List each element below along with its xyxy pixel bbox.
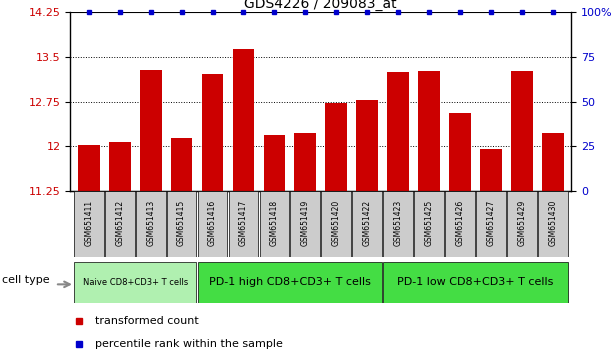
Bar — [383, 191, 413, 257]
Bar — [480, 149, 502, 191]
Text: Naive CD8+CD3+ T cells: Naive CD8+CD3+ T cells — [82, 278, 188, 287]
Bar — [171, 137, 192, 191]
Text: GSM651426: GSM651426 — [455, 199, 464, 246]
Text: GSM651423: GSM651423 — [393, 199, 403, 246]
Bar — [105, 191, 134, 257]
Bar — [202, 74, 224, 191]
Text: PD-1 high CD8+CD3+ T cells: PD-1 high CD8+CD3+ T cells — [209, 277, 371, 287]
Bar — [263, 135, 285, 191]
Bar — [542, 133, 563, 191]
Bar — [418, 72, 440, 191]
Text: GSM651430: GSM651430 — [548, 199, 557, 246]
Bar — [383, 262, 568, 303]
Bar — [198, 191, 227, 257]
Bar — [74, 262, 197, 303]
Bar — [326, 103, 347, 191]
Bar — [229, 191, 258, 257]
Bar — [109, 142, 131, 191]
Text: GSM651415: GSM651415 — [177, 199, 186, 246]
Bar — [136, 191, 166, 257]
Text: GSM651427: GSM651427 — [486, 199, 496, 246]
Bar — [233, 49, 254, 191]
Bar — [321, 191, 351, 257]
Text: GSM651417: GSM651417 — [239, 199, 248, 246]
Text: PD-1 low CD8+CD3+ T cells: PD-1 low CD8+CD3+ T cells — [397, 277, 554, 287]
Title: GDS4226 / 209083_at: GDS4226 / 209083_at — [244, 0, 397, 11]
Bar — [507, 191, 536, 257]
Bar — [295, 133, 316, 191]
Text: GSM651413: GSM651413 — [146, 199, 155, 246]
Text: GSM651418: GSM651418 — [270, 200, 279, 246]
Bar — [449, 113, 470, 191]
Text: transformed count: transformed count — [95, 316, 199, 326]
Bar — [260, 191, 289, 257]
Text: GSM651425: GSM651425 — [425, 199, 434, 246]
Bar — [445, 191, 475, 257]
Bar — [538, 191, 568, 257]
Text: GSM651411: GSM651411 — [84, 200, 93, 246]
Bar — [290, 191, 320, 257]
Bar — [198, 262, 382, 303]
Bar — [140, 70, 161, 191]
Text: percentile rank within the sample: percentile rank within the sample — [95, 339, 282, 349]
Bar — [511, 72, 533, 191]
Bar — [353, 191, 382, 257]
Bar — [74, 191, 104, 257]
Bar — [476, 191, 506, 257]
Text: GSM651420: GSM651420 — [332, 199, 341, 246]
Bar — [387, 72, 409, 191]
Bar — [414, 191, 444, 257]
Text: GSM651416: GSM651416 — [208, 199, 217, 246]
Text: cell type: cell type — [1, 275, 49, 285]
Bar — [78, 145, 100, 191]
Text: GSM651422: GSM651422 — [363, 200, 371, 246]
Text: GSM651429: GSM651429 — [518, 199, 526, 246]
Text: GSM651412: GSM651412 — [115, 200, 124, 246]
Bar — [167, 191, 197, 257]
Text: GSM651419: GSM651419 — [301, 199, 310, 246]
Bar — [356, 100, 378, 191]
